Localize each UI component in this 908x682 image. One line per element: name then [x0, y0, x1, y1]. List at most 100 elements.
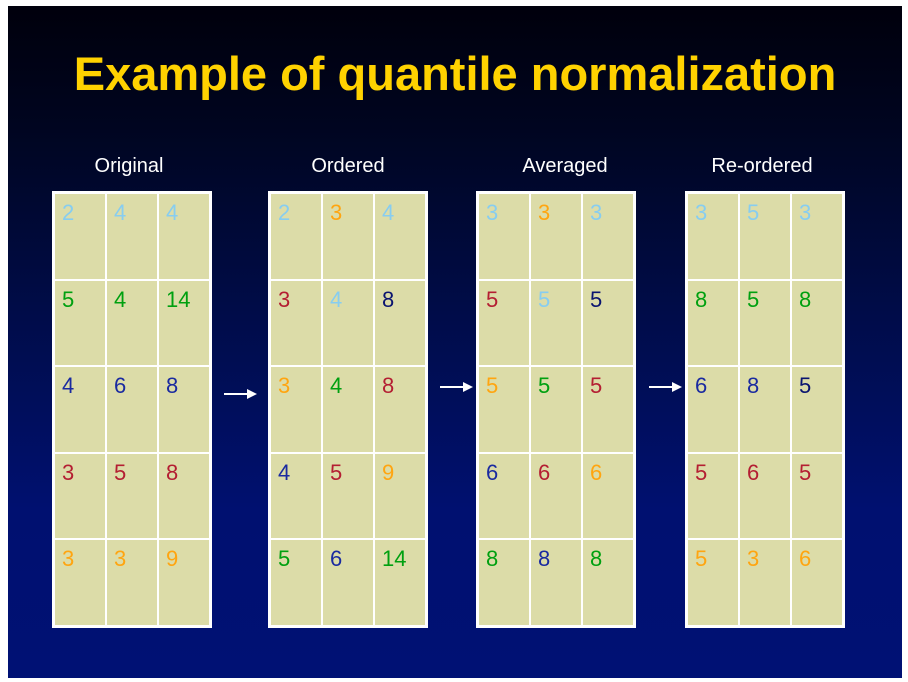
- cell-value: 6: [799, 546, 812, 572]
- arrow-head: [463, 382, 473, 392]
- cell-value: 3: [538, 200, 551, 225]
- cell-value: 9: [166, 546, 179, 572]
- grid-cell: 8: [375, 367, 425, 452]
- cell-value: 8: [382, 373, 395, 399]
- cell-value: 6: [486, 459, 499, 485]
- cell-value: 2: [62, 200, 75, 225]
- cell-value: 5: [747, 286, 760, 312]
- arrow-shaft: [224, 393, 248, 395]
- cell-value: 3: [330, 200, 343, 225]
- cell-value: 3: [62, 546, 75, 572]
- grid-cell: 3: [55, 540, 105, 625]
- grid-cell: 6: [740, 453, 790, 539]
- cell-value: 3: [62, 459, 75, 485]
- cell-value: 4: [382, 200, 395, 225]
- grid-ordered: 2 3 4 3 4 8 3 4 8 4 5 9 5 6 14: [268, 191, 428, 628]
- cell-value: 6: [538, 459, 551, 485]
- cell-value: 4: [114, 286, 127, 312]
- cell-value: 5: [486, 286, 499, 312]
- cell-value: 5: [114, 459, 127, 485]
- grid-cell: 5: [792, 453, 842, 539]
- cell-value: 8: [166, 373, 179, 399]
- grid-cell: 3: [479, 194, 529, 279]
- cell-value: 4: [330, 286, 343, 312]
- grid-cell: 5: [479, 367, 529, 452]
- cell-value: 6: [747, 459, 760, 485]
- grid-cell: 4: [107, 280, 157, 366]
- grid-cell: 5: [107, 453, 157, 539]
- cell-value: 3: [747, 546, 760, 572]
- grid-cell: 8: [159, 453, 209, 539]
- grid-cell: 6: [479, 453, 529, 539]
- cell-value: 3: [486, 200, 499, 225]
- grid-cell: 4: [271, 453, 321, 539]
- grid-cell: 5: [688, 540, 738, 625]
- cell-value: 9: [382, 459, 395, 485]
- grid-cell: 8: [792, 280, 842, 366]
- right-arrow-icon: [224, 389, 257, 399]
- cell-value: 5: [590, 286, 603, 312]
- grid-cell: 5: [792, 367, 842, 452]
- cell-value: 4: [114, 200, 127, 225]
- grid-cell: 9: [159, 540, 209, 625]
- grid-cell: 4: [159, 194, 209, 279]
- grid-cell: 5: [323, 453, 373, 539]
- grid-cell: 6: [792, 540, 842, 625]
- cell-value: 5: [695, 459, 708, 485]
- cell-value: 8: [538, 546, 551, 572]
- grid-cell: 4: [107, 194, 157, 279]
- cell-value: 8: [486, 546, 499, 572]
- panel-label-reordered: Re-ordered: [711, 155, 813, 177]
- grid-cell: 8: [159, 367, 209, 452]
- cell-value: 3: [799, 200, 812, 225]
- panel-label-ordered: Ordered: [311, 155, 385, 177]
- cell-value: 3: [278, 286, 291, 312]
- panel-label-averaged: Averaged: [522, 155, 608, 177]
- grid-cell: 8: [479, 540, 529, 625]
- grid-cell: 5: [531, 280, 581, 366]
- right-arrow-icon: [440, 382, 473, 392]
- cell-value: 6: [114, 373, 127, 399]
- grid-cell: 2: [271, 194, 321, 279]
- grid-cell: 5: [583, 280, 633, 366]
- slide-title: Example of quantile normalization: [73, 47, 837, 100]
- grid-cell: 14: [159, 280, 209, 366]
- arrow-shaft: [440, 386, 464, 388]
- grid-cell: 3: [688, 194, 738, 279]
- cell-value: 5: [330, 459, 343, 485]
- cell-value: 5: [590, 373, 603, 399]
- cell-value: 5: [799, 459, 812, 485]
- cell-value: 6: [590, 459, 603, 485]
- grid-averaged: 3 3 3 5 5 5 5 5 5 6 6 6 8 8 8: [476, 191, 636, 628]
- grid-cell: 4: [375, 194, 425, 279]
- grid-cell: 9: [375, 453, 425, 539]
- cell-value: 5: [538, 286, 551, 312]
- arrow-shaft: [649, 386, 673, 388]
- cell-value: 4: [330, 373, 343, 399]
- cell-value: 8: [590, 546, 603, 572]
- grid-cell: 3: [531, 194, 581, 279]
- grid-cell: 3: [792, 194, 842, 279]
- grid-cell: 5: [271, 540, 321, 625]
- cell-value: 6: [695, 373, 708, 399]
- grid-cell: 6: [583, 453, 633, 539]
- cell-value: 14: [166, 286, 191, 312]
- panel-label-original: Original: [94, 155, 164, 177]
- grid-cell: 5: [55, 280, 105, 366]
- cell-value: 3: [590, 200, 603, 225]
- grid-cell: 5: [531, 367, 581, 452]
- grid-cell: 3: [55, 453, 105, 539]
- right-arrow-icon: [649, 382, 682, 392]
- grid-cell: 6: [323, 540, 373, 625]
- grid-cell: 3: [107, 540, 157, 625]
- cell-value: 5: [278, 546, 291, 572]
- cell-value: 5: [799, 373, 812, 399]
- grid-original: 2 4 4 5 4 14 4 6 8 3 5 8 3 3 9: [52, 191, 212, 628]
- cell-value: 4: [166, 200, 179, 225]
- cell-value: 4: [278, 459, 291, 485]
- cell-value: 5: [695, 546, 708, 572]
- grid-cell: 3: [323, 194, 373, 279]
- cell-value: 6: [330, 546, 343, 572]
- grid-cell: 8: [688, 280, 738, 366]
- slide: Example of quantile normalization Origin…: [8, 6, 902, 678]
